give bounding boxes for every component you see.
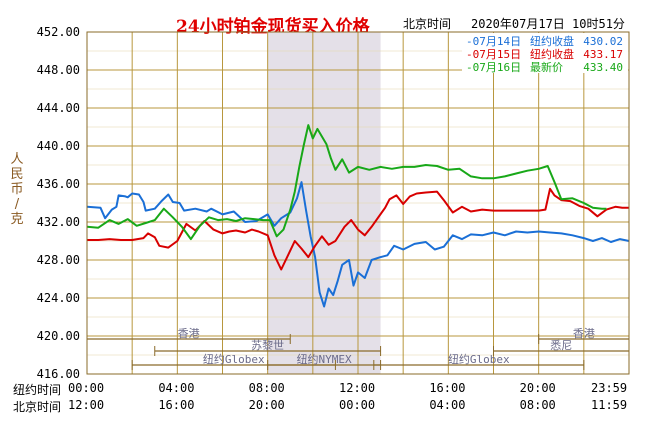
series-line-07月16日 bbox=[86, 124, 607, 241]
y-axis-label-char: / bbox=[14, 197, 20, 212]
bj-time-tick: 08:00 bbox=[519, 398, 556, 412]
y-tick-label: 436.00 bbox=[37, 177, 80, 191]
market-label: 苏黎世 bbox=[251, 338, 284, 352]
y-tick-label: 440.00 bbox=[37, 139, 80, 153]
y-tick-label: 416.00 bbox=[37, 367, 80, 381]
series-lines bbox=[86, 124, 630, 308]
legend-series-name: -07月15日 bbox=[466, 48, 521, 61]
y-tick-label: 420.00 bbox=[37, 329, 80, 343]
market-label: 纽约Globex bbox=[448, 352, 510, 366]
plot-border bbox=[86, 31, 630, 375]
legend-stat-value: 433.17 bbox=[583, 48, 623, 61]
legend-stat-label: 纽约收盘 bbox=[530, 47, 574, 61]
ny-time-tick: 16:00 bbox=[429, 381, 466, 395]
legend-stat-label: 最新价 bbox=[530, 60, 563, 74]
legend-stat-label: 纽约收盘 bbox=[530, 34, 574, 48]
bj-time-tick: 16:00 bbox=[158, 398, 195, 412]
series-line-07月14日 bbox=[86, 181, 630, 308]
y-axis-label-char: 人 bbox=[10, 152, 24, 167]
market-label: 纽约Globex bbox=[203, 352, 265, 366]
y-tick-label: 444.00 bbox=[37, 101, 80, 115]
timezone-label: 北京时间 bbox=[403, 17, 452, 31]
ny-time-label: 纽约时间 bbox=[13, 383, 62, 397]
ny-time-tick: 12:00 bbox=[339, 381, 376, 395]
bj-time-tick: 00:00 bbox=[339, 398, 376, 412]
market-label: 悉尼 bbox=[550, 339, 572, 352]
y-axis-label-char: 民 bbox=[10, 167, 24, 182]
y-tick-label: 452.00 bbox=[37, 25, 80, 39]
bj-time-tick: 04:00 bbox=[429, 398, 466, 412]
ny-time-tick: 23:59 bbox=[591, 381, 628, 395]
bj-time-label: 北京时间 bbox=[13, 400, 62, 414]
bj-time-tick: 11:59 bbox=[591, 398, 628, 412]
bj-time-tick: 20:00 bbox=[248, 398, 285, 412]
y-tick-labels: 452.00 448.00 444.00 440.00 436.00 432.00 428.… bbox=[37, 25, 80, 381]
ny-time-tick: 00:00 bbox=[68, 381, 105, 395]
y-tick-label: 424.00 bbox=[37, 291, 80, 305]
market-label: 香港 bbox=[573, 327, 595, 340]
bj-time-tick: 12:00 bbox=[68, 398, 105, 412]
y-axis-label: 人 民 币 / 克 bbox=[10, 152, 24, 227]
legend-box bbox=[462, 33, 628, 73]
y-tick-label: 448.00 bbox=[37, 63, 80, 77]
ny-time-tick: 08:00 bbox=[248, 381, 285, 395]
ny-time-tick: 04:00 bbox=[158, 381, 195, 395]
market-label: 纽约NYMEX bbox=[297, 352, 352, 366]
y-tick-label: 428.00 bbox=[37, 253, 80, 267]
timestamp: 2020年07月17日 10时51分 bbox=[471, 17, 625, 31]
legend: -07月14日 纽约收盘 430.02 -07月15日 纽约收盘 433.17 -07月16… bbox=[462, 33, 628, 74]
ny-time-tick: 20:00 bbox=[519, 381, 556, 395]
y-tick-label: 432.00 bbox=[37, 215, 80, 229]
market-label: 香港 bbox=[178, 327, 200, 340]
legend-stat-value: 430.02 bbox=[583, 35, 623, 48]
legend-series-name: -07月16日 bbox=[466, 61, 521, 74]
y-axis-label-char: 币 bbox=[10, 182, 24, 197]
y-axis-label-char: 克 bbox=[10, 212, 24, 227]
legend-stat-value: 433.40 bbox=[583, 61, 623, 74]
series-line-07月15日 bbox=[87, 187, 629, 271]
legend-series-name: -07月14日 bbox=[466, 35, 521, 48]
